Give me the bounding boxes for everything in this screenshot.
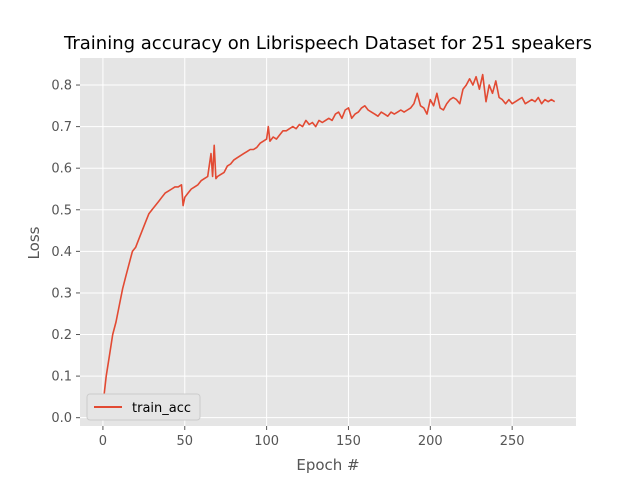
x-axis-ticks: 0 50 100 150 200 250 bbox=[99, 426, 525, 449]
x-tick-label: 250 bbox=[500, 434, 525, 449]
y-tick-label: 0.1 bbox=[51, 370, 72, 385]
x-tick-label: 100 bbox=[254, 434, 279, 449]
y-tick-label: 0.3 bbox=[51, 286, 72, 301]
x-tick-label: 50 bbox=[176, 434, 193, 449]
y-tick-label: 0.6 bbox=[51, 162, 72, 177]
gridlines bbox=[80, 58, 576, 426]
plot-area bbox=[80, 58, 576, 426]
y-tick-label: 0.4 bbox=[51, 245, 72, 260]
y-tick-label: 0.7 bbox=[51, 120, 72, 135]
x-tick-label: 200 bbox=[418, 434, 443, 449]
chart-title: Training accuracy on Librispeech Dataset… bbox=[63, 33, 592, 54]
series-line-train-acc bbox=[102, 73, 556, 406]
legend: train_acc bbox=[86, 393, 201, 421]
y-tick-label: 0.5 bbox=[51, 203, 72, 218]
x-axis-label: Epoch # bbox=[296, 456, 359, 474]
y-tick-label: 0.0 bbox=[51, 411, 72, 426]
legend-label-train-acc: train_acc bbox=[132, 401, 191, 416]
series-layer bbox=[102, 73, 556, 406]
y-axis-ticks: 0.0 0.1 0.2 0.3 0.4 0.5 0.6 0.7 0.8 bbox=[51, 79, 80, 426]
x-tick-label: 150 bbox=[336, 434, 361, 449]
y-axis-label: Loss bbox=[25, 226, 43, 259]
y-tick-label: 0.8 bbox=[51, 79, 72, 94]
legend-box bbox=[86, 393, 201, 421]
y-tick-label: 0.2 bbox=[51, 328, 72, 343]
x-tick-label: 0 bbox=[99, 434, 107, 449]
